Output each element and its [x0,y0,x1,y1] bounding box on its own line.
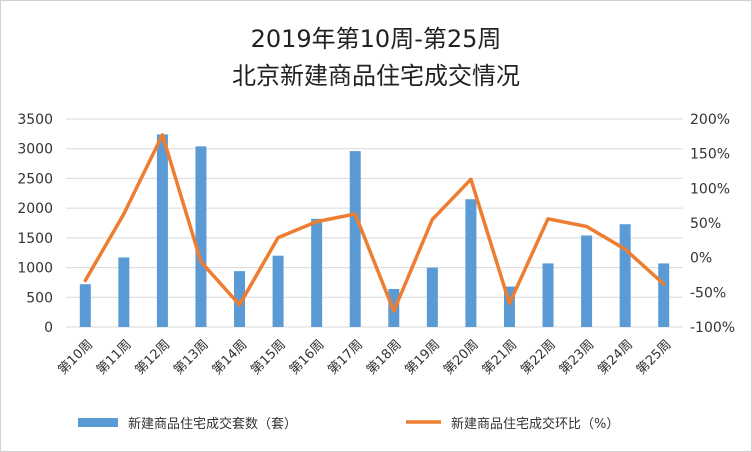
chart-title-line-2: 北京新建商品住宅成交情况 [232,62,520,90]
left-tick-label: 1000 [17,261,53,277]
x-axis-ticks: 第10周第11周第12周第13周第14周第15周第16周第17周第18周第19周… [55,337,674,378]
bar [79,284,91,327]
left-tick-label: 0 [44,320,53,336]
left-tick-label: 2000 [17,201,53,217]
right-axis-ticks: -100% -50% 0% 50% 100% 150% 200% [690,112,735,336]
bar [234,271,246,327]
x-tick-label: 第24周 [595,337,636,378]
bar [118,257,130,327]
x-tick-label: 第13周 [171,337,212,378]
right-tick-label: 0% [690,251,712,267]
bar [581,235,593,327]
right-tick-label: -50% [690,285,726,301]
left-tick-label: 3500 [17,112,53,128]
left-tick-label: 2500 [17,171,53,187]
bar-series [79,134,670,327]
x-tick-label: 第16周 [287,337,328,378]
right-tick-label: -100% [690,320,735,336]
bar [658,263,670,327]
x-tick-label: 第10周 [55,337,96,378]
x-tick-label: 第12周 [133,337,174,378]
right-tick-label: 50% [690,216,721,232]
chart-title-line-1: 2019年第10周-第25周 [251,25,502,53]
gridlines [66,118,683,328]
x-tick-label: 第18周 [364,337,405,378]
bar [311,218,323,327]
left-axis-ticks: 0 500 1000 1500 2000 2500 3000 3500 [17,112,53,336]
bar [156,134,168,327]
left-tick-label: 3000 [17,142,53,158]
series-line [83,133,666,313]
x-tick-label: 第25周 [634,337,675,378]
bar [542,263,554,327]
x-tick-label: 第11周 [94,337,135,378]
x-tick-label: 第22周 [518,337,559,378]
right-tick-label: 150% [690,147,730,163]
bar [619,224,631,327]
legend: 新建商品住宅成交套数（套） 新建商品住宅成交环比（%） [78,416,619,432]
bar [465,199,477,327]
legend-label-line: 新建商品住宅成交环比（%） [451,416,619,432]
x-tick-label: 第19周 [402,337,443,378]
x-tick-label: 第17周 [325,337,366,378]
x-tick-label: 第20周 [441,337,482,378]
left-tick-label: 1500 [17,231,53,247]
x-tick-label: 第14周 [210,337,251,378]
legend-swatch-bar [78,418,118,427]
x-tick-label: 第15周 [248,337,289,378]
left-tick-label: 500 [26,290,53,306]
bar [503,286,515,327]
bar [195,146,207,327]
line-series [83,133,666,313]
x-tick-label: 第23周 [557,337,598,378]
right-tick-label: 100% [690,181,730,197]
bar [426,267,438,327]
right-tick-label: 200% [690,112,730,128]
legend-label-bar: 新建商品住宅成交套数（套） [128,416,297,432]
bar [349,151,361,327]
x-tick-label: 第21周 [480,337,521,378]
bar [272,255,284,327]
